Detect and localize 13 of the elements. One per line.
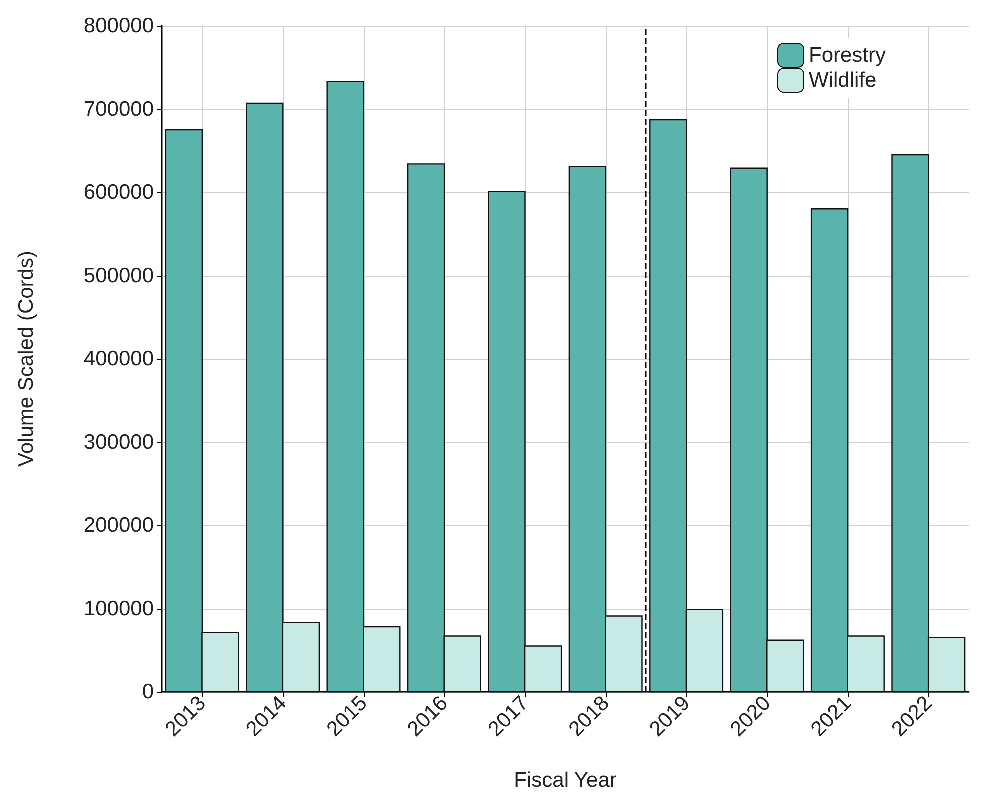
y-tick-label: 500000 (84, 264, 154, 288)
y-tick-label: 800000 (84, 14, 154, 38)
y-tick-label: 400000 (84, 348, 154, 370)
x-axis-title: Fiscal Year (514, 769, 617, 792)
y-tick-label: 200000 (84, 514, 154, 537)
y-tick-label: 700000 (84, 98, 154, 121)
legend-label: Wildlife (808, 69, 877, 92)
y-tick-label: 300000 (84, 430, 154, 454)
y-tick-label: 100000 (84, 597, 154, 620)
y-tick-label: 600000 (84, 181, 154, 204)
legend-label: Forestry (808, 44, 886, 67)
y-axis-title: Volume Scaled (Cords) (15, 251, 38, 467)
y-tick-label: 0 (142, 680, 154, 704)
